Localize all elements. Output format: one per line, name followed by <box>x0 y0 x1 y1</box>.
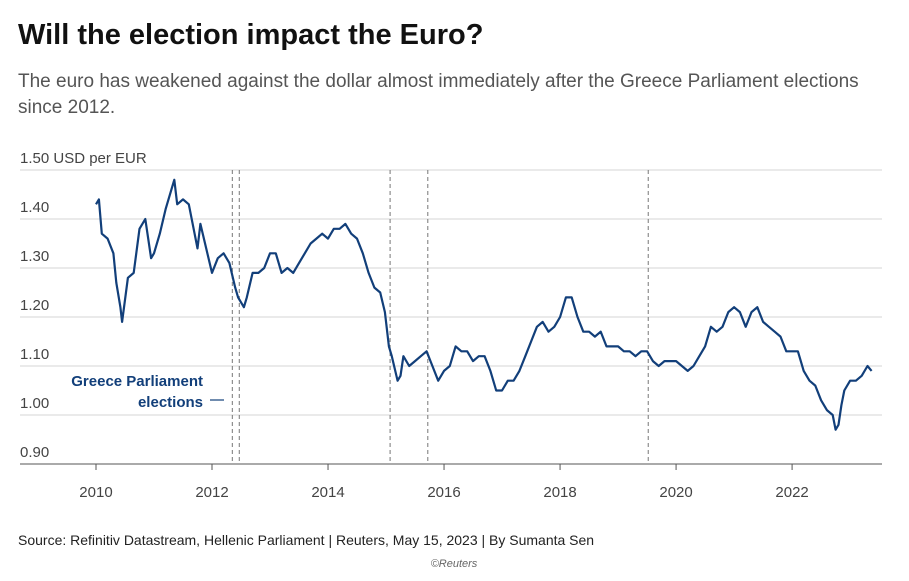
x-tick-label: 2020 <box>659 484 692 501</box>
x-tick-label: 2014 <box>311 484 344 501</box>
annotation: elections <box>138 394 203 411</box>
y-tick-label: 1.20 <box>20 297 49 314</box>
credit: ©Reuters <box>431 558 478 570</box>
y-tick-label: 1.50 USD per EUR <box>20 150 147 167</box>
chart-subtitle: since 2012. <box>18 97 115 118</box>
x-tick-label: 2016 <box>427 484 460 501</box>
price-line <box>95 178 873 431</box>
x-tick-label: 2010 <box>79 484 112 501</box>
y-tick-label: 1.10 <box>20 346 49 363</box>
chart-subtitle: The euro has weakened against the dollar… <box>18 71 859 92</box>
x-tick-label: 2022 <box>775 484 808 501</box>
annotation: Greece Parliament <box>71 373 203 390</box>
x-tick-label: 2018 <box>543 484 576 501</box>
y-tick-label: 1.40 <box>20 199 49 216</box>
x-tick-label: 2012 <box>195 484 228 501</box>
source: Source: Refinitiv Datastream, Hellenic P… <box>18 532 594 548</box>
y-tick-label: 1.00 <box>20 395 49 412</box>
y-tick-label: 1.30 <box>20 248 49 265</box>
y-tick-label: 0.90 <box>20 444 49 461</box>
chart-title: Will the election impact the Euro? <box>18 19 483 51</box>
